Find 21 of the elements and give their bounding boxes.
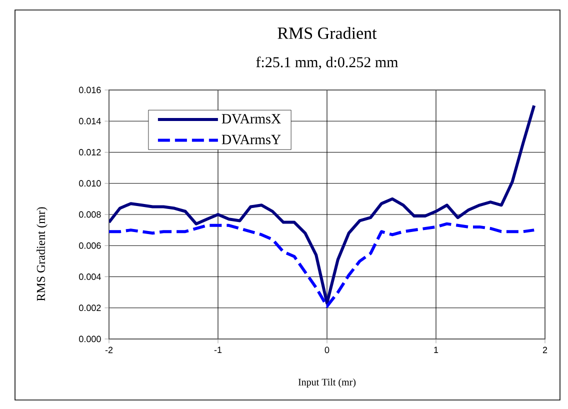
y-tick-label: 0.016 [79,86,101,94]
chart-title: RMS Gradient [278,27,377,39]
y-tick-label: 0.012 [79,149,101,156]
x-tick-label: -2 [105,346,113,354]
x-tick-label: -1 [214,346,222,353]
y-tick-label: 0.008 [79,211,101,218]
y-tick-label: 0.002 [79,304,101,312]
y-tick-label: 0.010 [79,180,101,187]
y-tick-label: 0.000 [79,336,101,342]
y-axis-title: RMS Gradient (mr) [36,207,48,301]
legend-label: DVArmsX [222,114,281,124]
line-series [109,104,536,305]
y-tick-label: 0.006 [79,242,101,249]
chart-subtitle: f:25.1 mm, d:0.252 mm [256,56,398,70]
x-tick-label: 0 [324,346,330,354]
x-axis-title: Input Tilt (mr) [298,378,356,388]
legend-label: DVArmsY [222,134,281,144]
y-tick-label: 0.014 [79,118,101,124]
x-tick-label: 1 [434,346,438,353]
x-tick-label: 2 [542,346,548,354]
y-tick-label: 0.004 [79,274,101,280]
